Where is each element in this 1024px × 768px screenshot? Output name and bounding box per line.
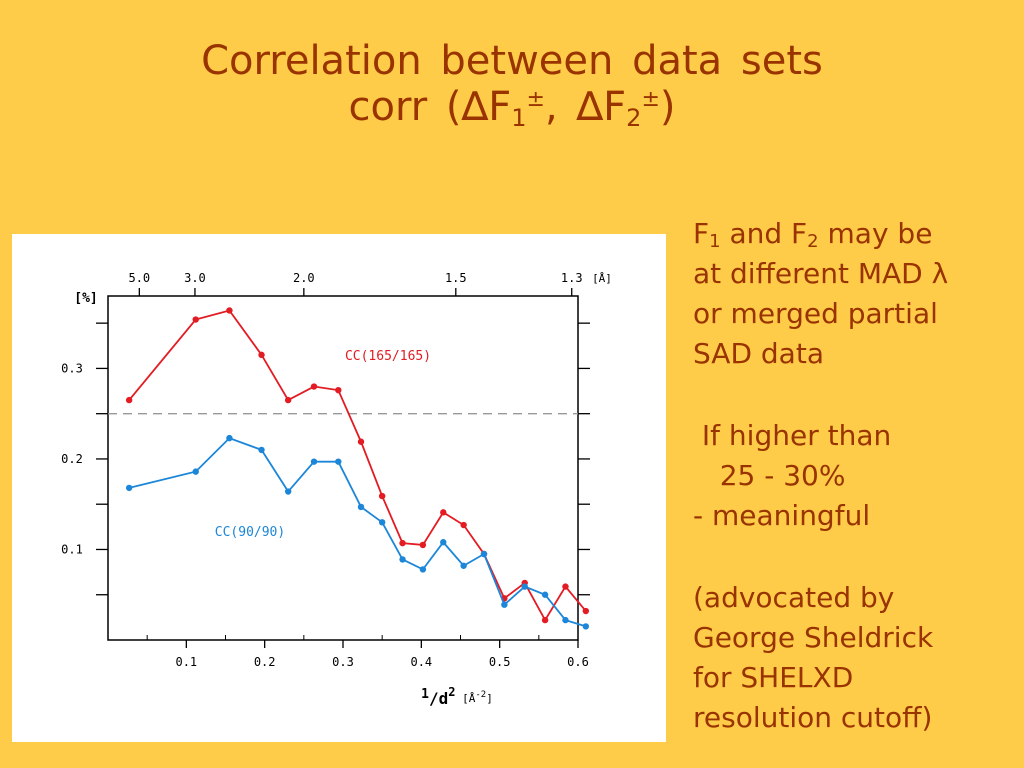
series-point-2 (310, 458, 318, 465)
title-delta-2: ∆F (576, 84, 627, 130)
note-line-3: or merged partial (693, 297, 938, 330)
x-tick-label: 0.6 (567, 655, 589, 669)
y-axis-label: [%] (74, 291, 97, 306)
series-point-1 (541, 616, 549, 624)
series-label-2: CC(90/90) (215, 525, 285, 540)
title-line-1: Correlation between data sets (201, 38, 823, 84)
series-point-2 (226, 434, 233, 442)
series-point-2 (501, 601, 508, 608)
series-point-1 (357, 438, 365, 445)
series-point-2 (335, 458, 342, 465)
note-line-10: for SHELXD (693, 661, 854, 694)
x-axis-label-part: ] (486, 692, 493, 705)
series-point-2 (419, 566, 427, 573)
series-point-2 (541, 591, 549, 598)
series-point-1 (125, 396, 133, 404)
note-line-7: - meaningful (693, 499, 871, 532)
series-point-2 (440, 539, 447, 546)
series-point-1 (562, 583, 569, 590)
note-line-4: SAD data (693, 337, 824, 370)
title-line-2: corr (∆F1±, ∆F2±) (0, 84, 1024, 130)
x-axis-label-part: /d (429, 689, 448, 708)
series-point-2 (357, 503, 365, 511)
series-point-2 (399, 556, 406, 563)
plot-frame (107, 295, 579, 641)
series-point-1 (226, 307, 233, 314)
x-axis-label-part: 1 (421, 687, 429, 702)
top-tick-label: 3.0 (184, 271, 206, 285)
note-sub-2: 2 (807, 231, 819, 252)
series-point-2 (521, 583, 528, 590)
series-point-1 (399, 539, 406, 547)
series-point-2 (192, 468, 199, 475)
series-point-1 (284, 396, 292, 404)
note-line-6: 25 - 30% (693, 459, 846, 492)
note-gap (693, 374, 1018, 416)
note-and-f: and F (720, 217, 808, 250)
series-point-1 (582, 607, 590, 615)
x-axis-label-part: [Å (455, 692, 475, 705)
series-point-2 (582, 623, 590, 630)
title-sup-1: ± (526, 87, 545, 112)
series-point-1 (258, 351, 265, 359)
note-line-11: resolution cutoff) (693, 701, 933, 734)
top-tick-label: 1.5 (445, 271, 467, 285)
x-axis-label: 1/d2 [Å-2] (421, 685, 493, 708)
x-tick-label: 0.5 (489, 655, 511, 669)
y-tick-label: 0.1 (61, 542, 83, 556)
note-line-5: If higher than (693, 419, 892, 452)
note-line-8: (advocated by (693, 581, 895, 614)
y-tick-label: 0.2 (61, 452, 83, 466)
title-delta-1: ∆F (461, 84, 512, 130)
title-prefix: corr ( (348, 84, 462, 130)
series-point-2 (258, 446, 265, 454)
slide-title: Correlation between data sets corr (∆F1±… (0, 38, 1024, 130)
series-point-1 (378, 492, 386, 500)
series-point-2 (460, 562, 467, 569)
x-axis-label-part: -2 (475, 690, 486, 700)
series-point-2 (480, 550, 488, 558)
x-axis-label-part: 2 (448, 685, 455, 699)
x-tick-label: 0.2 (254, 655, 276, 669)
title-sub-2: 2 (626, 104, 642, 132)
top-axis-unit: [Å] (592, 272, 612, 285)
x-tick-label: 0.3 (332, 655, 354, 669)
series-point-2 (284, 488, 292, 495)
series-point-2 (125, 484, 133, 492)
title-sub-1: 1 (511, 104, 527, 132)
series-point-1 (419, 541, 427, 549)
top-tick-label: 1.3 (561, 271, 583, 285)
top-tick-label: 2.0 (293, 271, 315, 285)
correlation-chart: 0.1 0.2 0.3 0.4 0.5 0.6 5.0 3.0 2.0 1.5 1.3 [Å] 0.1 0… (12, 234, 666, 742)
series-point-1 (310, 383, 318, 390)
title-sup-2: ± (641, 87, 660, 112)
series-point-1 (440, 509, 447, 516)
series-point-2 (378, 519, 386, 526)
note-sub-1: 1 (709, 231, 721, 252)
series-point-2 (562, 616, 569, 624)
x-tick-label: 0.4 (410, 655, 432, 669)
x-tick-label: 0.1 (175, 655, 197, 669)
series-line-2 (128, 437, 587, 628)
note-line-1: F1 and F2 may be (693, 214, 1018, 254)
note-line-2: at different MAD λ (693, 257, 949, 290)
note-f: F (693, 217, 710, 250)
note-may-be: may be (818, 217, 933, 250)
series-point-1 (460, 521, 467, 529)
series-point-1 (192, 316, 199, 323)
title-separator: , (544, 84, 577, 130)
chart-svg: 0.1 0.2 0.3 0.4 0.5 0.6 5.0 3.0 2.0 1.5 1.3 [Å] 0.1 0… (61, 271, 612, 708)
title-suffix: ) (659, 84, 676, 130)
series-label-1: CC(165/165) (345, 349, 431, 364)
note-gap-2 (693, 536, 1018, 578)
series-point-1 (335, 386, 342, 394)
note-line-9: George Sheldrick (693, 621, 934, 654)
top-tick-label: 5.0 (128, 271, 150, 285)
side-notes: F1 and F2 may be at different MAD λ or m… (693, 214, 1018, 738)
y-tick-label: 0.3 (61, 361, 83, 375)
